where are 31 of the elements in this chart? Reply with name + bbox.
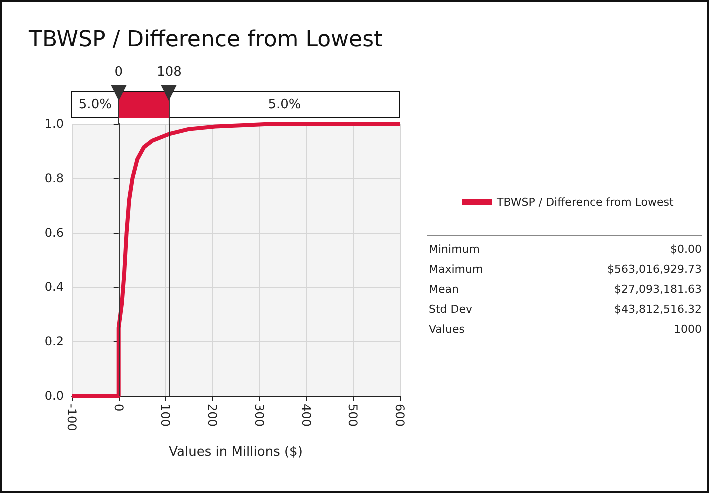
y-tick-label: 0.6 (44, 226, 64, 240)
legend-label: TBWSP / Difference from Lowest (496, 196, 675, 209)
text: 5.0% (268, 98, 302, 112)
text: $563,016,929.73 (608, 263, 702, 276)
x-tick-label: -100 (65, 404, 79, 432)
text: $27,093,181.63 (614, 283, 702, 296)
y-tick-label: 0.8 (44, 171, 64, 186)
x-tick-label: 400 (299, 404, 314, 427)
ref-line-label: 108 (157, 65, 182, 80)
x-tick-label: 200 (206, 404, 220, 427)
chart-title: TBWSP / Difference from Lowest (28, 28, 384, 52)
text: Minimum (429, 243, 480, 256)
y-tick-label: 1.0 (44, 117, 64, 131)
text: Maximum (429, 263, 484, 276)
y-tick-label: 0.2 (44, 334, 64, 349)
text: 1000 (674, 323, 702, 336)
x-axis-title: Values in Millions ($) (169, 445, 303, 460)
text: $0.00 (670, 243, 702, 256)
y-tick-label: 0.4 (44, 280, 64, 294)
x-tick-label: 300 (252, 404, 266, 427)
ref-line-label: 0 (114, 65, 123, 80)
text: Std Dev (429, 303, 474, 316)
x-tick-label: 500 (346, 404, 360, 427)
y-tick-label: 0.0 (44, 389, 64, 403)
x-tick-label: 600 (393, 404, 407, 427)
text: $43,812,516.32 (614, 303, 702, 316)
x-tick-label: 100 (158, 404, 173, 427)
text: Mean (429, 283, 459, 296)
text: Values (429, 323, 466, 336)
x-tick-label: 0 (112, 404, 126, 412)
text: 5.0% (78, 98, 112, 112)
